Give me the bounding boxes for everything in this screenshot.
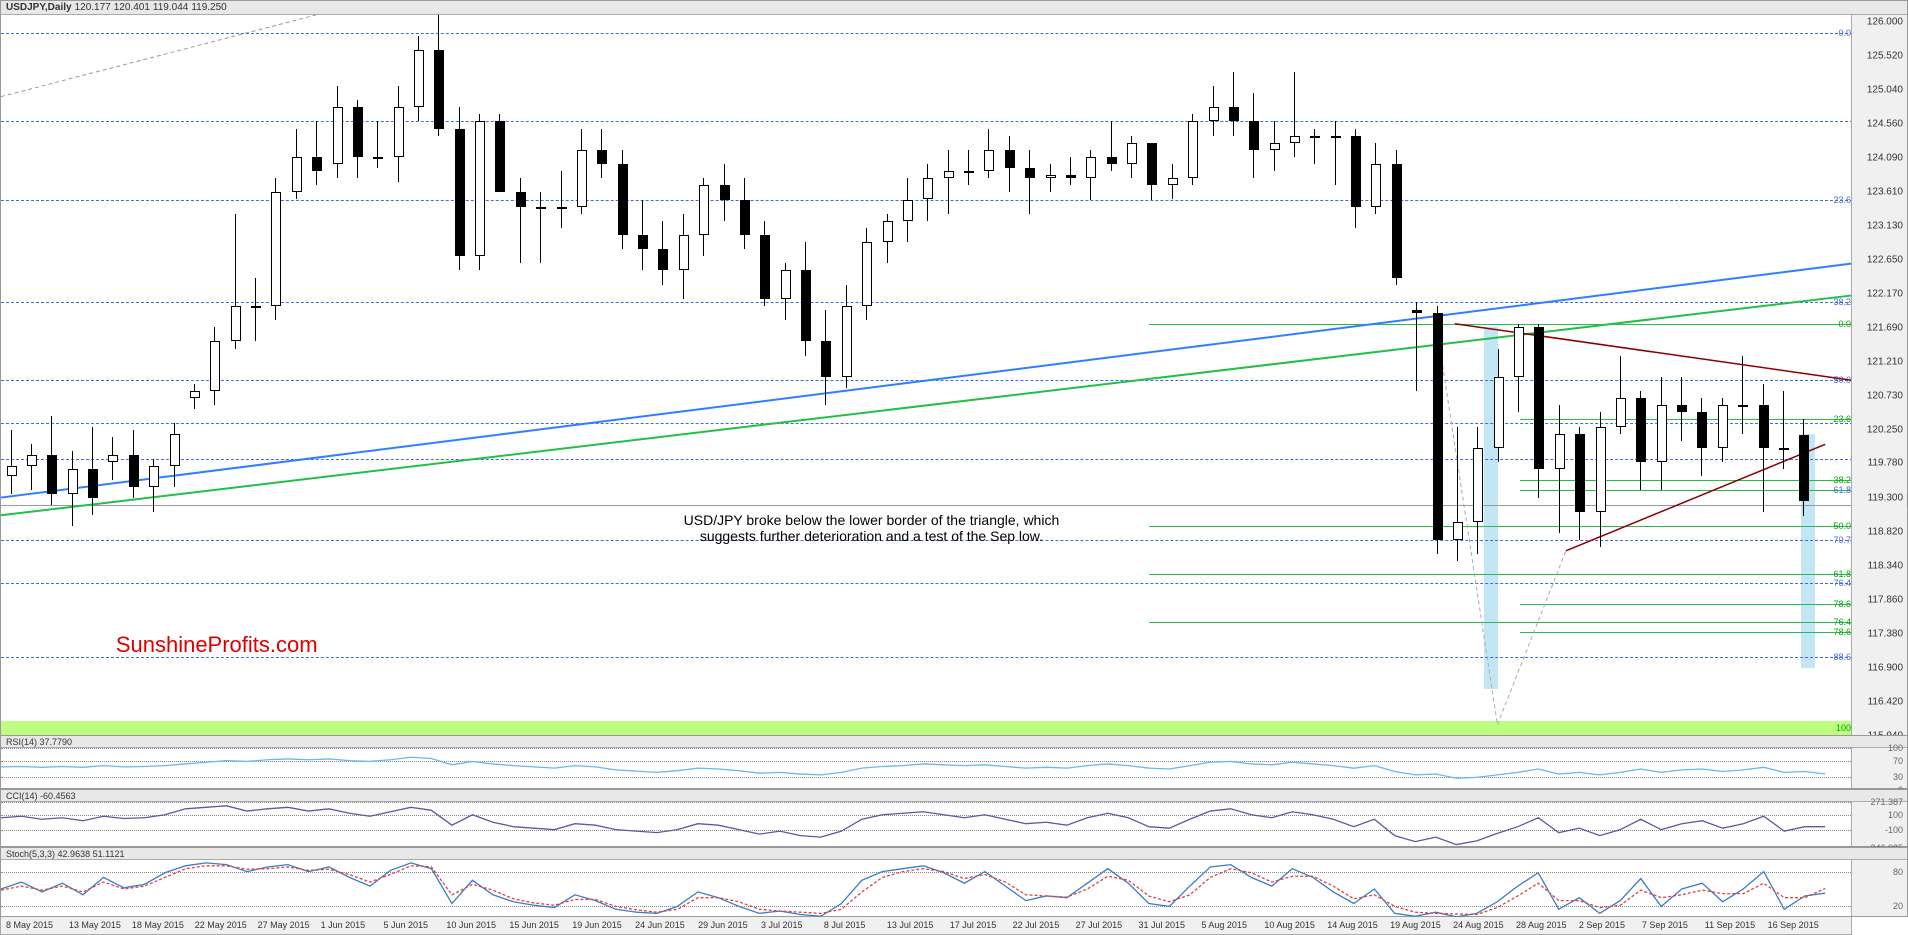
stoch-header: Stoch(5,3,3) 42.9638 51.1121 bbox=[1, 848, 1907, 860]
symbol-label: USDJPY,Daily bbox=[6, 2, 72, 13]
price-tick: 121.210 bbox=[1867, 357, 1903, 368]
rsi-yaxis: 10070300 bbox=[1851, 748, 1907, 788]
price-tick: 122.170 bbox=[1867, 288, 1903, 299]
date-tick: 31 Jul 2015 bbox=[1138, 920, 1185, 930]
price-tick: 116.900 bbox=[1868, 662, 1903, 673]
price-tick: 124.560 bbox=[1867, 119, 1903, 130]
date-tick: 5 Aug 2015 bbox=[1201, 920, 1247, 930]
cci-panel[interactable]: CCI(14) -60.4563 271.387100-100-346.085 bbox=[0, 789, 1908, 847]
date-tick: 16 Sep 2015 bbox=[1768, 920, 1819, 930]
date-tick: 22 Jul 2015 bbox=[1013, 920, 1060, 930]
watermark-text: SunshineProfits.com bbox=[116, 632, 318, 658]
date-tick: 1 Jun 2015 bbox=[321, 920, 366, 930]
annotation-line-2: suggests further deterioration and a tes… bbox=[684, 528, 1060, 544]
rsi-panel[interactable]: RSI(14) 37.7790 10070300 bbox=[0, 735, 1908, 789]
price-tick: 117.380 bbox=[1868, 628, 1903, 639]
indicator-level: 100 bbox=[1888, 810, 1903, 820]
x-axis: 8 May 2015 13 May 2015 18 May 2015 22 May 2… bbox=[0, 917, 1852, 935]
main-price-chart[interactable]: USDJPY,Daily 120.177 120.401 119.044 119… bbox=[0, 0, 1908, 735]
date-tick: 22 May 2015 bbox=[195, 920, 247, 930]
date-tick: 13 Jul 2015 bbox=[887, 920, 934, 930]
stoch-yaxis: 80 20 bbox=[1851, 860, 1907, 916]
ohlc-c: 119.250 bbox=[191, 2, 226, 13]
rsi-label: RSI(14) bbox=[6, 737, 37, 747]
price-tick: 118.820 bbox=[1868, 526, 1903, 537]
cci-header: CCI(14) -60.4563 bbox=[1, 790, 1907, 802]
stoch-plot bbox=[1, 860, 1853, 916]
stoch-v2: 51.1121 bbox=[93, 849, 125, 859]
date-tick: 24 Aug 2015 bbox=[1453, 920, 1504, 930]
price-y-axis: 126.000 125.520 125.040 124.560 124.090 123.6… bbox=[1851, 15, 1907, 736]
cci-plot bbox=[1, 802, 1853, 846]
indicator-level: 70 bbox=[1893, 756, 1903, 766]
date-tick: 14 Aug 2015 bbox=[1327, 920, 1378, 930]
date-tick: 29 Jun 2015 bbox=[698, 920, 748, 930]
ohlc-o: 120.177 bbox=[75, 2, 111, 13]
date-tick: 8 May 2015 bbox=[6, 920, 53, 930]
date-tick: 27 Jul 2015 bbox=[1076, 920, 1123, 930]
price-tick: 121.690 bbox=[1867, 322, 1903, 333]
price-tick: 124.090 bbox=[1867, 152, 1903, 163]
price-tick: 116.420 bbox=[1868, 696, 1903, 707]
date-tick: 3 Jul 2015 bbox=[761, 920, 803, 930]
date-tick: 19 Jun 2015 bbox=[572, 920, 622, 930]
date-tick: 28 Aug 2015 bbox=[1516, 920, 1567, 930]
price-tick: 119.300 bbox=[1868, 492, 1903, 503]
price-tick: 125.520 bbox=[1867, 51, 1903, 62]
date-tick: 27 May 2015 bbox=[258, 920, 310, 930]
date-tick: 15 Jun 2015 bbox=[509, 920, 559, 930]
date-tick: 10 Aug 2015 bbox=[1264, 920, 1315, 930]
cci-label: CCI(14) bbox=[6, 791, 38, 801]
date-tick: 5 Jun 2015 bbox=[383, 920, 428, 930]
price-tick: 118.340 bbox=[1868, 560, 1903, 571]
ohlc-h: 120.401 bbox=[114, 2, 150, 13]
trendlines-layer bbox=[1, 15, 1853, 736]
indicator-level: 80 bbox=[1893, 867, 1903, 877]
chart-header: USDJPY,Daily 120.177 120.401 119.044 119… bbox=[1, 1, 1907, 15]
stoch-panel[interactable]: Stoch(5,3,3) 42.9638 51.1121 80 20 bbox=[0, 847, 1908, 917]
price-tick: 123.130 bbox=[1867, 220, 1903, 231]
price-tick: 122.650 bbox=[1867, 254, 1903, 265]
indicator-level: 271.387 bbox=[1870, 797, 1903, 807]
date-tick: 18 May 2015 bbox=[132, 920, 184, 930]
cci-yaxis: 271.387100-100-346.085 bbox=[1851, 802, 1907, 846]
date-tick: 17 Jul 2015 bbox=[950, 920, 997, 930]
stoch-label: Stoch(5,3,3) bbox=[6, 849, 55, 859]
indicator-level: 100 bbox=[1888, 743, 1903, 753]
stoch-v1: 42.9638 bbox=[58, 849, 91, 859]
price-tick: 120.730 bbox=[1867, 391, 1903, 402]
date-tick: 10 Jun 2015 bbox=[446, 920, 496, 930]
date-tick: 19 Aug 2015 bbox=[1390, 920, 1441, 930]
price-tick: 120.250 bbox=[1867, 425, 1903, 436]
date-tick: 13 May 2015 bbox=[69, 920, 121, 930]
price-tick: 125.040 bbox=[1867, 85, 1903, 96]
annotation-line-1: USD/JPY broke below the lower border of … bbox=[684, 512, 1060, 528]
price-tick: 119.780 bbox=[1868, 458, 1903, 469]
chart-container: USDJPY,Daily 120.177 120.401 119.044 119… bbox=[0, 0, 1908, 935]
price-area[interactable]: 1000.023.638.250.070.776.488.60.023.638.… bbox=[1, 15, 1853, 736]
indicator-level: 30 bbox=[1893, 772, 1903, 782]
indicator-level: -100 bbox=[1885, 825, 1903, 835]
rsi-header: RSI(14) 37.7790 bbox=[1, 736, 1907, 748]
date-tick: 7 Sep 2015 bbox=[1642, 920, 1688, 930]
price-tick: 123.610 bbox=[1867, 186, 1903, 197]
date-tick: 8 Jul 2015 bbox=[824, 920, 866, 930]
indicator-level: 20 bbox=[1893, 901, 1903, 911]
rsi-value: 37.7790 bbox=[40, 737, 73, 747]
chart-annotation: USD/JPY broke below the lower border of … bbox=[684, 512, 1060, 544]
date-tick: 24 Jun 2015 bbox=[635, 920, 685, 930]
date-tick: 2 Sep 2015 bbox=[1579, 920, 1625, 930]
date-tick: 11 Sep 2015 bbox=[1705, 920, 1755, 930]
price-tick: 117.860 bbox=[1868, 594, 1903, 605]
price-tick: 126.000 bbox=[1867, 17, 1903, 28]
cci-value: -60.4563 bbox=[40, 791, 76, 801]
ohlc-l: 119.044 bbox=[153, 2, 188, 13]
rsi-plot bbox=[1, 748, 1853, 788]
